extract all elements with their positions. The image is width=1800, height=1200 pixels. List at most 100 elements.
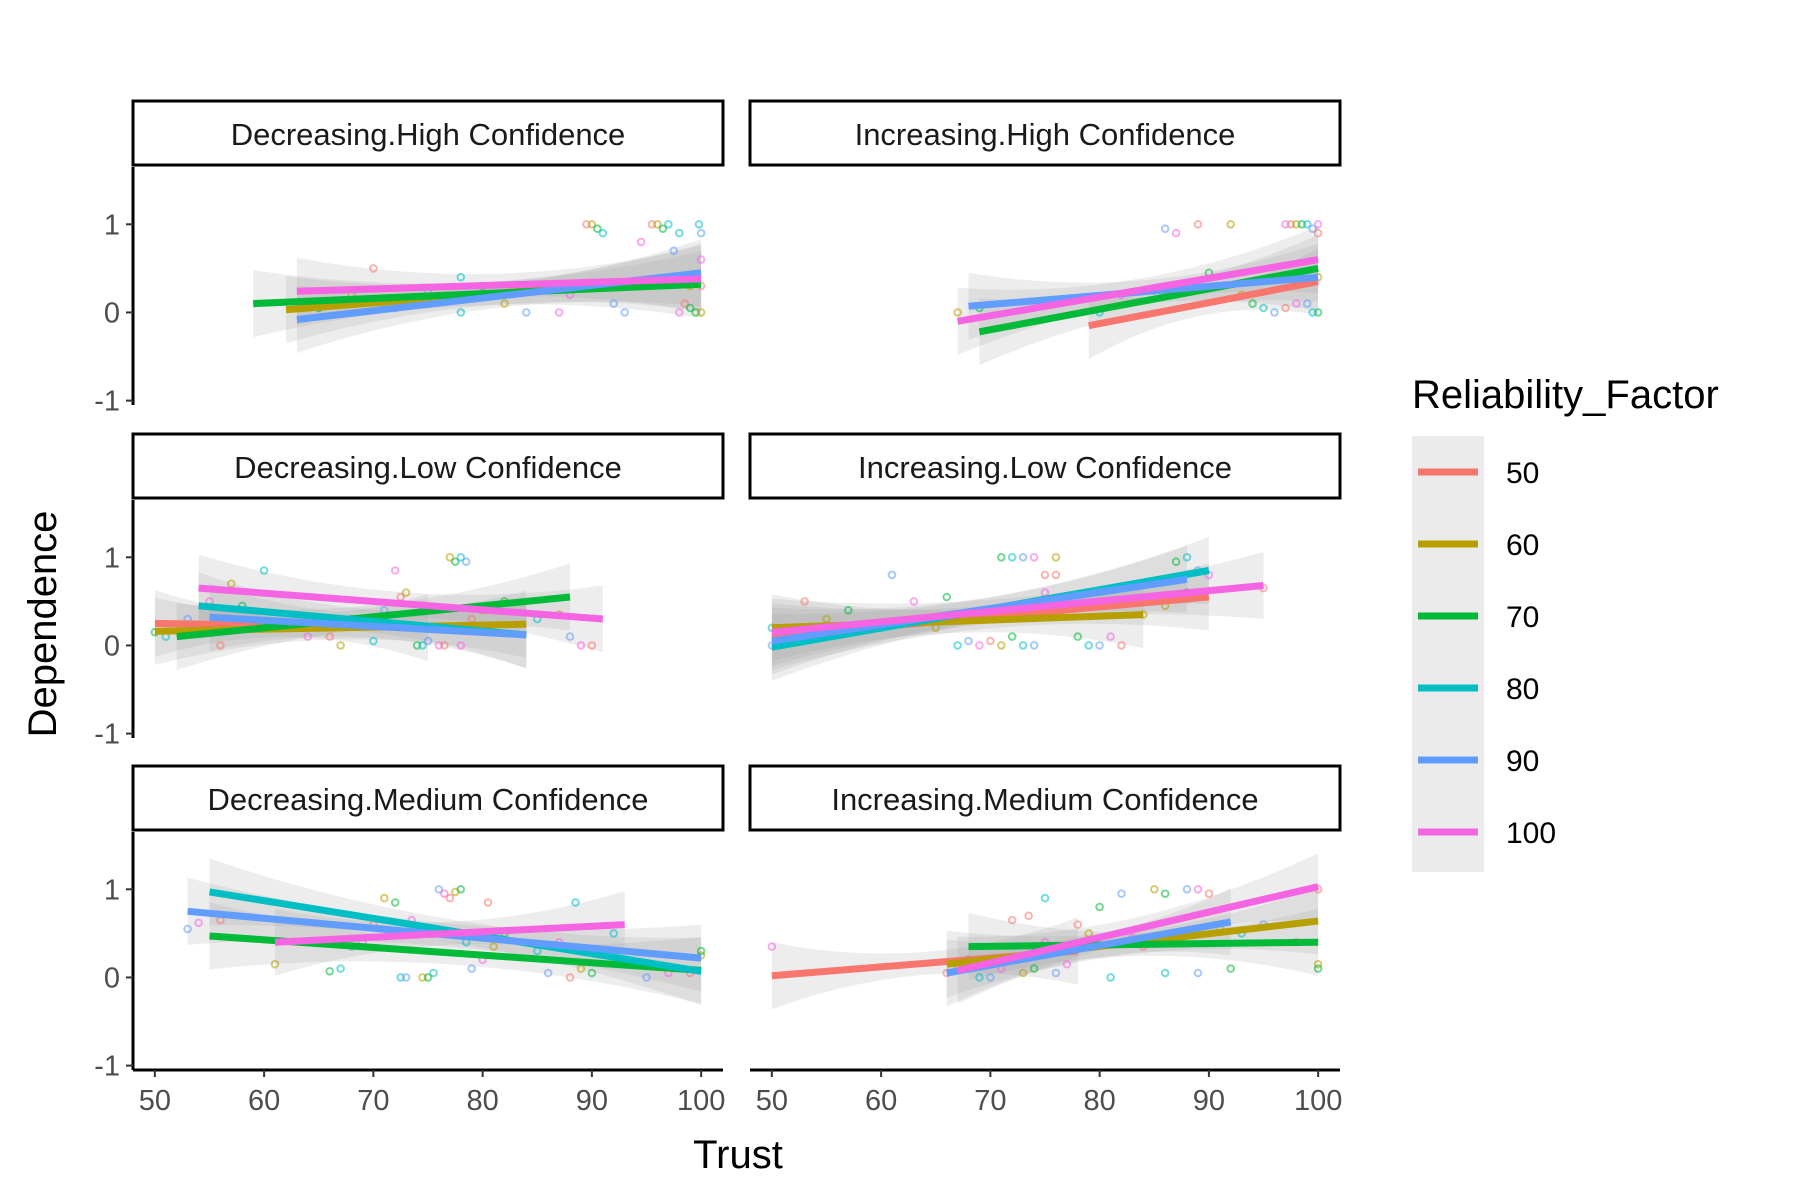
data-point <box>565 632 575 641</box>
x-tick-label: 70 <box>357 1085 389 1117</box>
x-tick-label: 50 <box>139 1085 171 1117</box>
data-point <box>434 885 444 894</box>
data-point <box>1313 220 1323 229</box>
legend-label-90: 90 <box>1506 745 1539 778</box>
data-point <box>1292 220 1301 229</box>
data-point <box>1226 220 1235 229</box>
data-point <box>582 220 591 229</box>
data-point <box>434 641 444 650</box>
data-point <box>822 614 831 624</box>
data-point <box>800 597 809 606</box>
y-tick-label: 0 <box>104 630 120 662</box>
data-point <box>1018 553 1028 562</box>
data-point <box>401 973 411 982</box>
x-tick-label: 90 <box>1193 1085 1225 1117</box>
data-point <box>1095 902 1104 912</box>
data-point <box>418 641 427 650</box>
x-tick-label: 80 <box>466 1085 498 1117</box>
trend-line-100 <box>296 275 702 295</box>
data-point <box>953 308 962 317</box>
data-point <box>1018 641 1028 650</box>
panel-increasing-low-confidence: Increasing.Low Confidence <box>748 432 1342 681</box>
legend-label-60: 60 <box>1506 529 1539 562</box>
y-tick-label: 1 <box>104 874 120 906</box>
data-point <box>1018 968 1028 978</box>
data-point <box>500 299 509 308</box>
x-axis-title: Trust <box>693 1133 783 1177</box>
y-tick-label: 1 <box>104 542 120 574</box>
trend-line-70 <box>176 593 571 641</box>
panel-increasing-high-confidence: Increasing.High Confidence <box>748 99 1342 366</box>
trend-line-100 <box>956 883 1319 974</box>
data-point <box>1117 641 1126 650</box>
data-point <box>675 308 684 317</box>
legend-label-100: 100 <box>1506 817 1556 850</box>
facet-strip <box>131 764 725 832</box>
data-point <box>642 973 651 982</box>
data-point <box>696 308 706 317</box>
data-point <box>1313 964 1323 973</box>
legend-items: 50 60 70 80 90 100 <box>1418 457 1556 850</box>
y-tick-label: 0 <box>104 962 120 994</box>
trend-line-50 <box>1088 278 1319 330</box>
data-point <box>1029 641 1039 650</box>
facet-strip-label: Increasing.Low Confidence <box>858 450 1232 485</box>
y-axis-title: Dependence <box>21 511 65 738</box>
data-point <box>483 898 493 907</box>
data-point <box>445 553 455 562</box>
data-point <box>390 566 400 575</box>
data-point <box>1160 968 1170 978</box>
y-tick-label: 1 <box>104 209 120 241</box>
legend-label-50: 50 <box>1506 457 1539 490</box>
data-point <box>653 220 662 229</box>
data-point <box>565 973 575 982</box>
data-point <box>325 967 335 976</box>
data-point <box>1160 224 1170 233</box>
facet-strip-label: Decreasing.High Confidence <box>231 117 626 152</box>
y-tick-label: -1 <box>94 719 120 751</box>
data-point <box>767 942 777 951</box>
data-point <box>887 570 897 580</box>
data-point <box>543 968 553 978</box>
data-point <box>609 299 619 308</box>
data-point <box>1281 220 1290 229</box>
data-point <box>997 553 1006 562</box>
data-point <box>554 308 564 317</box>
x-tick-label: 50 <box>756 1085 788 1117</box>
data-point <box>669 246 679 255</box>
data-point <box>620 308 630 317</box>
x-tick-label: 100 <box>677 1085 725 1117</box>
facet-strip <box>131 99 725 167</box>
data-point <box>675 228 684 238</box>
facet-strip-label: Decreasing.Medium Confidence <box>207 782 648 817</box>
y-tick-label: 0 <box>104 297 120 329</box>
data-point <box>1259 303 1268 313</box>
data-point <box>440 641 449 650</box>
data-point <box>440 889 449 899</box>
data-point <box>636 237 646 247</box>
data-point <box>227 579 236 589</box>
data-point <box>1193 885 1203 894</box>
data-point <box>336 641 345 650</box>
data-point <box>429 968 438 978</box>
data-point <box>986 973 995 982</box>
data-point <box>1193 968 1203 978</box>
data-point <box>975 641 984 650</box>
data-point <box>997 641 1006 650</box>
data-point <box>1106 973 1115 982</box>
data-point <box>259 566 269 575</box>
data-point <box>456 885 466 894</box>
trend-line-100 <box>198 584 604 623</box>
data-point <box>1051 553 1061 562</box>
facet-strip-label: Increasing.High Confidence <box>855 117 1236 152</box>
data-point <box>423 636 433 646</box>
data-point <box>587 968 597 978</box>
data-point <box>1292 299 1301 308</box>
data-point <box>369 636 378 646</box>
data-point <box>1073 632 1083 641</box>
data-point <box>1029 553 1039 562</box>
data-point <box>593 224 602 233</box>
data-point <box>844 605 853 615</box>
data-point <box>1029 964 1039 973</box>
legend-label-80: 80 <box>1506 673 1539 706</box>
